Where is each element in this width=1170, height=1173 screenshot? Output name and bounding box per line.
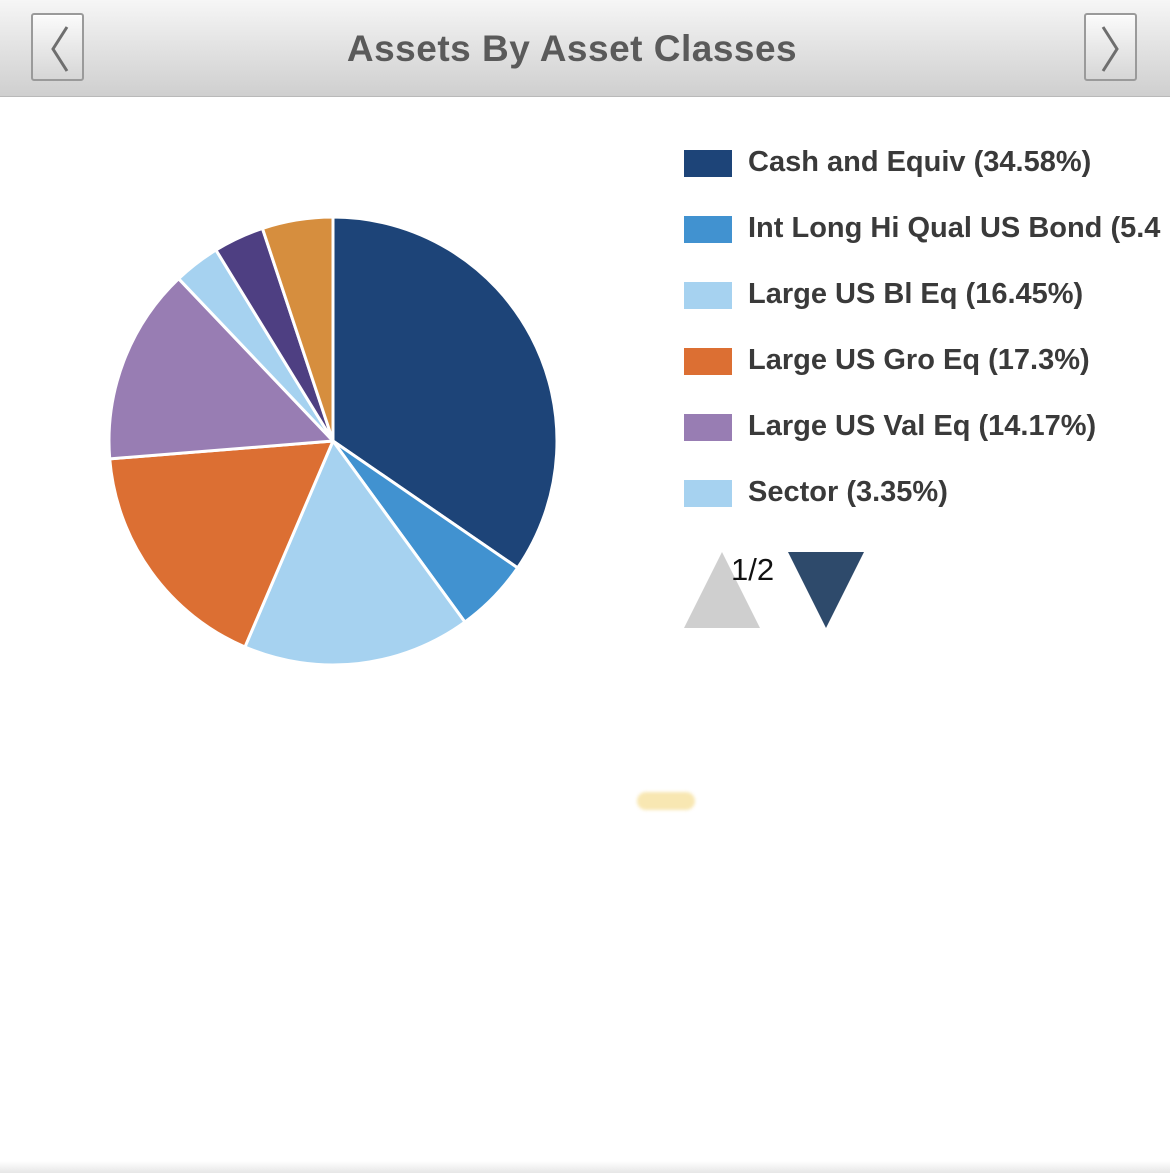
legend-label: Large US Val Eq (14.17%) xyxy=(748,410,1097,442)
legend-label: Int Long Hi Qual US Bond (5.4 xyxy=(748,212,1161,244)
pie-slice-large-us-bl-eq[interactable] xyxy=(243,439,467,667)
header-bar: Assets By Asset Classes xyxy=(0,0,1170,97)
page-indicator: 1/2 xyxy=(731,552,775,587)
smudge-mark xyxy=(637,792,695,810)
chart-legend: Cash and Equiv (34.58%) Int Long Hi Qual … xyxy=(684,140,1170,520)
pie-slice-large-us-val-eq[interactable] xyxy=(107,277,335,461)
legend-swatch xyxy=(684,216,732,243)
prev-button[interactable] xyxy=(31,13,84,81)
legend-swatch xyxy=(684,348,732,375)
legend-swatch xyxy=(684,150,732,177)
bottom-edge xyxy=(0,1161,1170,1173)
legend-swatch xyxy=(684,414,732,441)
pie-slice-large-us-gro-eq[interactable] xyxy=(108,439,335,649)
legend-label: Cash and Equiv (34.58%) xyxy=(748,146,1092,178)
legend-item[interactable]: Large US Val Eq (14.17%) xyxy=(684,404,1170,450)
chevron-right-icon xyxy=(1101,26,1119,72)
pie-slice-cash-and-equiv[interactable] xyxy=(331,215,559,570)
page-down-icon[interactable] xyxy=(788,552,864,628)
legend-item[interactable]: Int Long Hi Qual US Bond (5.4 xyxy=(684,206,1170,252)
pie-slice-unlabeled-7[interactable] xyxy=(260,215,335,443)
pie-chart xyxy=(107,215,559,667)
legend-label: Sector (3.35%) xyxy=(748,476,948,508)
legend-item[interactable]: Sector (3.35%) xyxy=(684,470,1170,516)
legend-item[interactable]: Cash and Equiv (34.58%) xyxy=(684,140,1170,186)
legend-label: Large US Bl Eq (16.45%) xyxy=(748,278,1084,310)
legend-swatch xyxy=(684,282,732,309)
page-title: Assets By Asset Classes xyxy=(346,28,798,69)
legend-item[interactable]: Large US Gro Eq (17.3%) xyxy=(684,338,1170,384)
legend-item[interactable]: Large US Bl Eq (16.45%) xyxy=(684,272,1170,318)
legend-label: Large US Gro Eq (17.3%) xyxy=(748,344,1090,376)
next-button[interactable] xyxy=(1084,13,1137,81)
page-up-icon[interactable] xyxy=(684,552,760,628)
legend-swatch xyxy=(684,480,732,507)
chevron-left-icon xyxy=(51,26,69,72)
